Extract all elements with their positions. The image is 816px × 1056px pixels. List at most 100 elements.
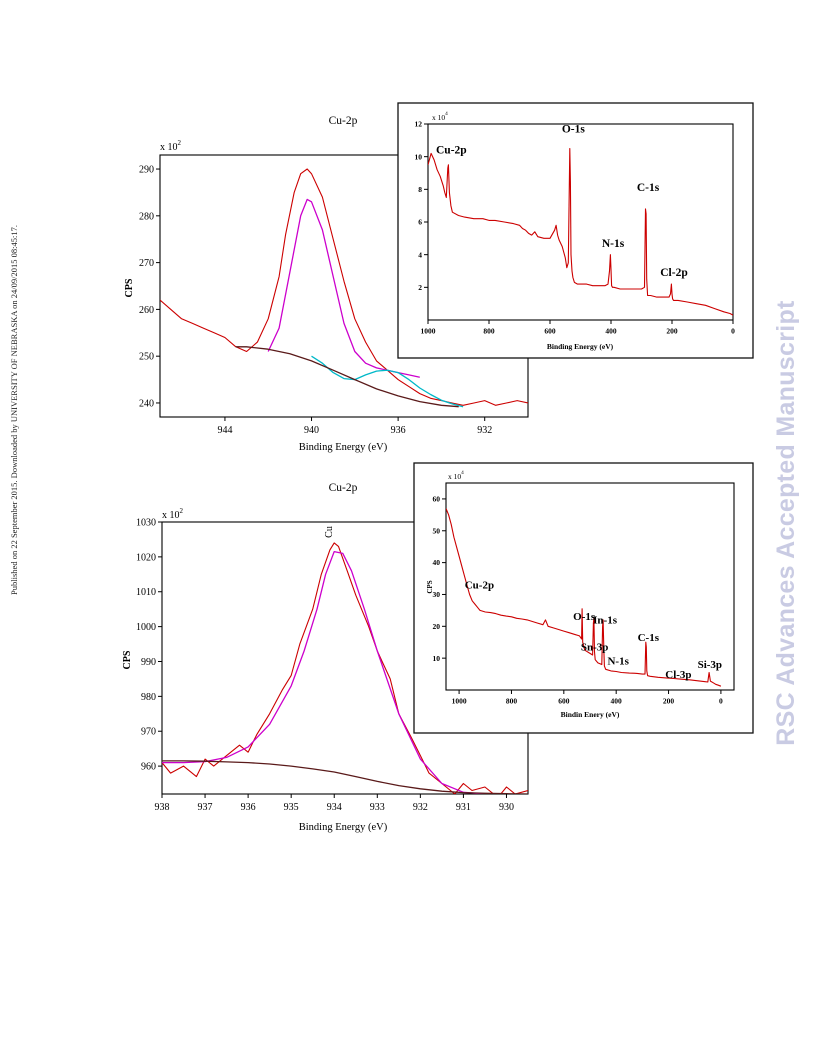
y-multiplier-exponent: 2: [178, 139, 182, 147]
peak-annotation: Cu-2p: [436, 145, 467, 157]
peak-annotation: N-1s: [607, 656, 629, 668]
y-axis-label: CPS: [122, 650, 133, 669]
y-multiplier-exponent: 4: [461, 470, 464, 476]
chart-4: 1000 800 600 400 200 0 10 20 30 40 50 60 x 104 Bindin…: [413, 462, 754, 734]
x-tick-label: 934: [327, 802, 342, 813]
x-tick-label: 933: [370, 802, 385, 813]
y-tick-label: 990: [141, 657, 156, 668]
y-multiplier-base: x 10: [432, 113, 445, 122]
y-multiplier-exponent: 4: [445, 111, 448, 117]
x-tick-label: 200: [666, 327, 678, 336]
y-tick-label: 2: [418, 283, 422, 292]
y-tick-label: 12: [415, 120, 423, 129]
x-tick-label: 800: [506, 697, 518, 706]
x-axis-label: Binding Energy (eV): [299, 442, 388, 453]
peak-annotation: O-1s: [573, 611, 596, 623]
y-tick-label: 980: [141, 692, 156, 703]
y-tick-label: 10: [433, 654, 441, 663]
x-tick-label: 938: [155, 802, 170, 813]
y-multiplier: x 104: [432, 111, 448, 122]
inset-frame: [397, 102, 754, 359]
plot-area: [445, 482, 735, 691]
x-tick-label: 1000: [421, 327, 436, 336]
peak-annotation: Cl-2p: [660, 267, 687, 279]
y-multiplier: x 102: [160, 139, 182, 153]
peak-label: Cu: [324, 526, 335, 538]
y-tick-label: 1030: [136, 518, 156, 529]
y-tick-label: 970: [141, 727, 156, 738]
chart-3: 938 937 936 935 934 933 932 931 930 960 970 980 990 1…: [122, 482, 529, 833]
x-tick-label: 937: [198, 802, 213, 813]
x-axis-label: Bindin Enery (eV): [561, 710, 620, 719]
y-tick-label: 10: [415, 152, 423, 161]
x-tick-label: 800: [483, 327, 495, 336]
x-tick-label: 932: [477, 425, 492, 436]
peak-annotation: C-1s: [637, 182, 660, 194]
series-fit_secondary: [311, 355, 464, 408]
series-spectrum: [162, 542, 528, 794]
y-tick-label: 6: [418, 218, 422, 227]
y-tick-label: 1010: [136, 587, 156, 598]
chart-title: Cu-2p: [329, 482, 358, 494]
x-tick-label: 935: [284, 802, 299, 813]
peak-annotation: Si-3p: [698, 659, 722, 671]
series-background: [235, 346, 459, 408]
x-tick-label: 936: [241, 802, 256, 813]
y-tick-label: 8: [418, 185, 422, 194]
x-tick-label: 940: [304, 425, 319, 436]
peak-annotation: O-1s: [562, 123, 586, 135]
x-axis-label: Binding Energy (eV): [299, 822, 388, 833]
y-multiplier-exponent: 2: [180, 507, 184, 515]
y-multiplier-base: x 10: [160, 142, 178, 153]
peak-annotation: Sn-3p: [581, 641, 609, 653]
series-spectrum: [428, 147, 733, 316]
x-tick-label: 932: [413, 802, 428, 813]
y-tick-label: 280: [139, 211, 154, 222]
y-axis-label: CPS: [124, 278, 135, 297]
y-tick-label: 50: [433, 526, 441, 535]
y-tick-label: 4: [418, 250, 422, 259]
peak-annotation: C-1s: [638, 632, 660, 644]
x-tick-label: 200: [663, 697, 675, 706]
y-tick-label: 250: [139, 352, 154, 363]
inset-frame: [413, 462, 754, 734]
peak-annotation: Cu-2p: [465, 579, 494, 591]
y-multiplier: x 102: [162, 507, 184, 521]
y-tick-label: 1000: [136, 622, 156, 633]
x-tick-label: 1000: [452, 697, 467, 706]
peak-annotation: Cl-3p: [665, 669, 691, 681]
peak-annotation: In-1s: [593, 614, 618, 626]
y-multiplier-base: x 10: [448, 472, 461, 481]
x-tick-label: 944: [217, 425, 232, 436]
y-tick-label: 260: [139, 305, 154, 316]
x-tick-label: 400: [611, 697, 623, 706]
y-multiplier-base: x 10: [162, 510, 180, 521]
x-tick-label: 0: [719, 697, 723, 706]
y-tick-label: 960: [141, 762, 156, 773]
series-fit_main: [267, 198, 420, 378]
y-tick-label: 1020: [136, 552, 156, 563]
y-tick-label: 240: [139, 398, 154, 409]
y-tick-label: 60: [433, 495, 441, 504]
y-axis-label: CPS: [426, 580, 434, 593]
peak-annotation: N-1s: [602, 238, 625, 250]
y-tick-label: 290: [139, 165, 154, 176]
x-tick-label: 930: [499, 802, 514, 813]
y-tick-label: 30: [433, 590, 441, 599]
chart-title: Cu-2p: [329, 115, 358, 127]
y-tick-label: 270: [139, 258, 154, 269]
series-spectrum: [160, 168, 528, 406]
y-tick-label: 20: [433, 622, 441, 631]
x-tick-label: 600: [544, 327, 556, 336]
y-tick-label: 40: [433, 558, 441, 567]
series-background: [162, 760, 528, 794]
series-fit_main: [162, 550, 485, 794]
series-spectrum: [446, 508, 722, 687]
x-tick-label: 600: [558, 697, 570, 706]
x-tick-label: 931: [456, 802, 471, 813]
y-multiplier: x 104: [448, 470, 464, 481]
